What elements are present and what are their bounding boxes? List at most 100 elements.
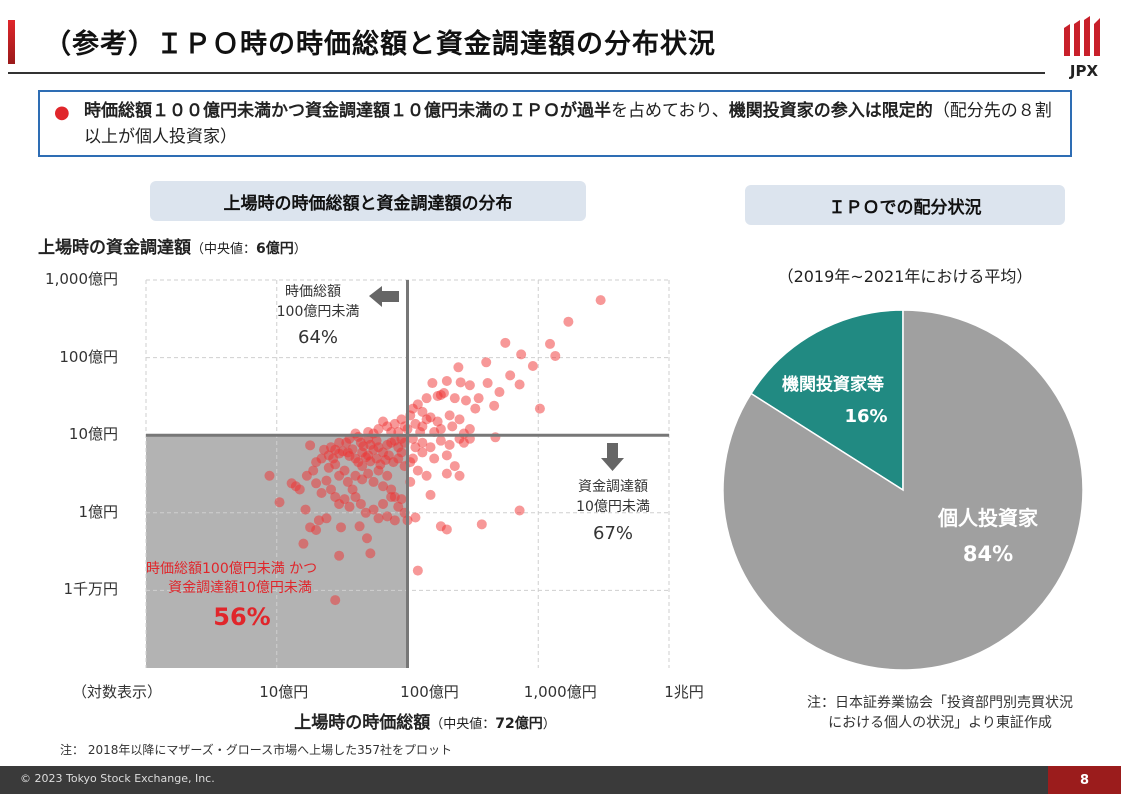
scatter-point: [339, 465, 350, 476]
summary-text-1: を占めており、: [611, 101, 729, 121]
jpx-logo-mark: [1064, 16, 1100, 56]
scatter-section-label: 上場時の時価総額と資金調達額の分布: [150, 181, 586, 221]
scatter-point: [334, 550, 345, 561]
y-tick-label: 10億円: [68, 425, 118, 444]
scatter-point: [300, 504, 311, 515]
scatter-point: [286, 478, 297, 489]
pie-slice: [749, 309, 904, 492]
x-tick-label: 1兆円: [664, 683, 704, 701]
x-axis-title: 上場時の時価総額（中央値：72億円）: [294, 708, 556, 733]
scatter-point: [363, 468, 374, 479]
y-tick-label: 1千万円: [63, 580, 118, 599]
page-number: 8: [1048, 766, 1121, 794]
annotation-left-line1: 時価総額: [285, 284, 341, 300]
scatter-point: [386, 484, 397, 495]
summary-box: ● 時価総額１００億円未満かつ資金調達額１０億円未満のＩＰＯが過半を占めており、…: [38, 90, 1072, 157]
scatter-point: [308, 465, 319, 476]
scatter-point: [344, 501, 355, 512]
scatter-point: [326, 484, 337, 495]
scatter-point: [355, 498, 366, 509]
y-axis-label: 上場時の資金調達額: [38, 238, 191, 258]
scatter-point: [447, 421, 458, 432]
scatter-point: [350, 491, 361, 502]
scatter-point: [514, 505, 525, 516]
scatter-point: [441, 468, 452, 479]
arrow-left-icon: [369, 286, 399, 307]
scatter-point: [432, 416, 443, 427]
log-scale-note: （対数表示）: [72, 683, 163, 701]
y-tick-label: 1,000億円: [45, 270, 118, 288]
scatter-point: [476, 519, 487, 530]
pie-subtitle: （2019年~2021年における平均）: [777, 267, 1033, 286]
scatter-point: [319, 444, 330, 455]
scatter-point: [449, 393, 460, 404]
scatter-point: [378, 416, 389, 427]
scatter-point: [494, 387, 505, 398]
x-median-prefix: （中央値：: [430, 717, 496, 732]
scatter-point: [410, 442, 421, 453]
scatter-point: [435, 435, 446, 446]
scatter-point: [353, 431, 364, 442]
scatter-point: [417, 447, 428, 458]
scatter-point: [321, 513, 332, 524]
scatter-point: [410, 512, 421, 523]
scatter-point: [417, 406, 428, 417]
y-tick-label: 1億円: [78, 502, 118, 521]
y-axis-title: 上場時の資金調達額（中央値：6億円）: [38, 233, 307, 258]
annotation-both-pct: 56%: [213, 603, 271, 631]
summary-bold-2: 機関投資家の参入は限定的: [728, 101, 933, 121]
scatter-point: [365, 439, 376, 450]
annotation-below-line2: 10億円未満: [576, 499, 650, 515]
scatter-point: [330, 595, 341, 606]
scatter-point: [441, 524, 452, 535]
scatter-point: [316, 487, 327, 498]
scatter-point: [470, 403, 481, 414]
scatter-point: [354, 521, 365, 532]
scatter-point: [330, 444, 341, 455]
arrow-down-icon: [601, 443, 624, 471]
scatter-point: [505, 370, 516, 381]
scatter-point: [347, 444, 358, 455]
scatter-point: [382, 511, 393, 522]
scatter-point: [410, 418, 421, 429]
scatter-point: [441, 450, 452, 461]
scatter-point: [455, 377, 466, 388]
scatter-point: [514, 379, 525, 390]
scatter-point: [449, 461, 460, 472]
bullet-icon: ●: [54, 102, 70, 123]
scatter-point: [412, 565, 423, 576]
scatter-point: [274, 497, 285, 508]
scatter-point: [500, 337, 511, 348]
y-tick-label: 100億円: [59, 347, 118, 366]
scatter-point: [534, 403, 545, 414]
annotation-both-line2: 資金調達額10億円未満: [168, 580, 312, 596]
scatter-point: [427, 378, 438, 389]
scatter-point: [342, 476, 353, 487]
x-median-suffix: ）: [542, 717, 556, 732]
footer-copyright: © 2023 Tokyo Stock Exchange, Inc.: [0, 766, 1121, 794]
scatter-point: [421, 393, 432, 404]
scatter-point: [432, 391, 443, 402]
pie-label-individual: 個人投資家: [938, 506, 1038, 530]
pie-label-institutional: 機関投資家等: [782, 375, 884, 395]
scatter-point: [298, 538, 309, 549]
scatter-point: [305, 440, 316, 451]
scatter-point: [425, 442, 436, 453]
scatter-point: [429, 453, 440, 464]
annotation-left-line2: 100億円未満: [276, 304, 360, 320]
scatter-point: [425, 489, 436, 500]
scatter-point: [489, 400, 500, 411]
scatter-point: [444, 410, 455, 421]
scatter-point: [313, 515, 324, 526]
scatter-point: [453, 362, 464, 373]
scatter-point: [382, 470, 393, 481]
scatter-point: [361, 533, 372, 544]
scatter-point: [460, 395, 471, 406]
scatter-point: [368, 504, 379, 515]
annotation-below-pct: 67%: [592, 523, 634, 544]
pie-value-institutional: 16%: [844, 406, 888, 427]
scatter-point: [454, 470, 465, 481]
scatter-point: [373, 513, 384, 524]
scatter-point: [550, 350, 561, 361]
